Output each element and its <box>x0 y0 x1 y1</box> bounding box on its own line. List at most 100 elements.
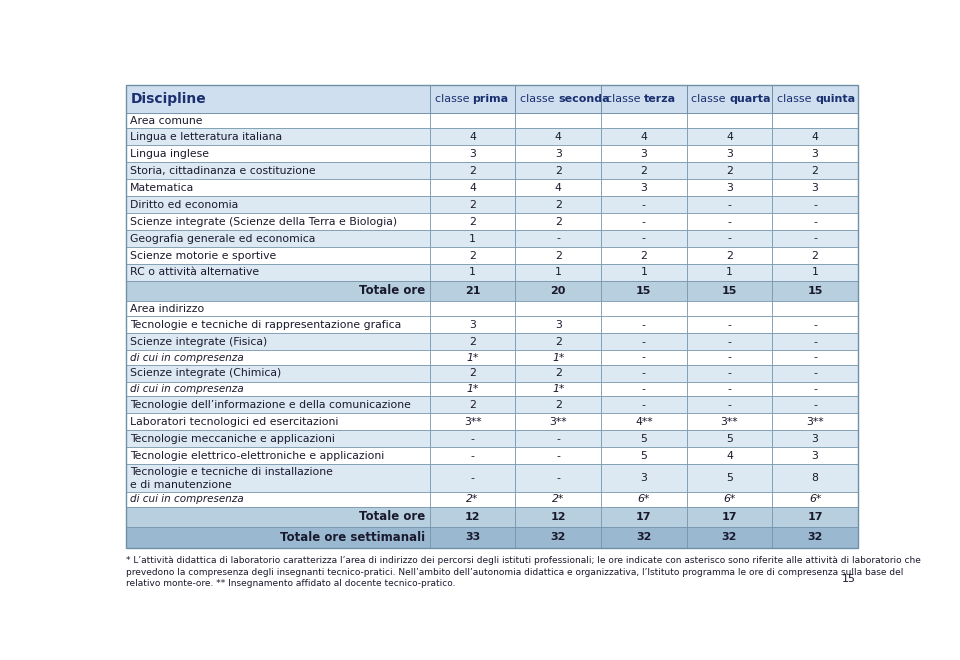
Bar <box>601 507 686 527</box>
Bar <box>686 365 772 381</box>
Text: 8: 8 <box>811 473 819 483</box>
Bar <box>516 145 601 162</box>
Bar <box>126 316 430 333</box>
Bar <box>516 301 601 316</box>
Bar <box>126 527 430 548</box>
Text: 4: 4 <box>640 132 647 142</box>
Text: quinta: quinta <box>815 94 855 104</box>
Text: 3: 3 <box>640 149 647 159</box>
Bar <box>126 301 430 316</box>
Bar <box>126 162 430 180</box>
Bar <box>516 492 601 507</box>
Text: Geografia generale ed economica: Geografia generale ed economica <box>130 234 316 244</box>
Text: Diritto ed economia: Diritto ed economia <box>130 200 238 210</box>
Text: 1*: 1* <box>552 384 564 394</box>
Bar <box>601 447 686 464</box>
Bar <box>430 145 516 162</box>
Text: -: - <box>728 234 732 244</box>
Bar <box>686 527 772 548</box>
Bar <box>430 430 516 447</box>
Text: terza: terza <box>644 94 676 104</box>
Text: 3: 3 <box>555 149 562 159</box>
Text: Scienze integrate (Scienze della Terra e Biologia): Scienze integrate (Scienze della Terra e… <box>130 216 397 226</box>
Bar <box>601 281 686 301</box>
Text: 2: 2 <box>555 200 562 210</box>
Bar <box>430 264 516 281</box>
Bar <box>772 113 858 129</box>
Bar <box>430 113 516 129</box>
Text: -: - <box>556 434 560 444</box>
Bar <box>126 413 430 430</box>
Text: 2*: 2* <box>467 494 479 504</box>
Bar <box>772 430 858 447</box>
Text: -: - <box>642 352 646 362</box>
Text: 2: 2 <box>555 400 562 410</box>
Bar <box>772 492 858 507</box>
Bar <box>686 413 772 430</box>
Bar <box>601 213 686 230</box>
Bar <box>772 180 858 196</box>
Bar <box>516 129 601 145</box>
Text: 3: 3 <box>640 473 647 483</box>
Bar <box>601 196 686 213</box>
Bar <box>430 196 516 213</box>
Text: classe: classe <box>606 94 644 104</box>
Bar <box>772 281 858 301</box>
Bar <box>772 145 858 162</box>
Bar <box>772 162 858 180</box>
Text: -: - <box>556 451 560 461</box>
Text: -: - <box>728 216 732 226</box>
Bar <box>516 85 601 113</box>
Text: -: - <box>642 384 646 394</box>
Bar <box>601 264 686 281</box>
Bar <box>686 430 772 447</box>
Bar <box>686 464 772 492</box>
Text: -: - <box>642 337 646 347</box>
Bar <box>601 316 686 333</box>
Text: -: - <box>813 384 817 394</box>
Text: -: - <box>470 473 474 483</box>
Bar <box>516 333 601 350</box>
Bar <box>772 85 858 113</box>
Text: 4: 4 <box>469 183 476 193</box>
Text: 2: 2 <box>555 251 562 261</box>
Text: 4: 4 <box>555 183 562 193</box>
Bar <box>601 180 686 196</box>
Text: 5: 5 <box>726 434 732 444</box>
Bar <box>772 129 858 145</box>
Bar <box>430 447 516 464</box>
Text: 3: 3 <box>811 183 819 193</box>
Bar <box>430 527 516 548</box>
Bar <box>686 333 772 350</box>
Text: Tecnologie dell’informazione e della comunicazione: Tecnologie dell’informazione e della com… <box>130 400 411 410</box>
Text: 2: 2 <box>811 251 819 261</box>
Bar <box>430 85 516 113</box>
Text: 2: 2 <box>469 337 476 347</box>
Bar <box>772 527 858 548</box>
Bar <box>126 230 430 247</box>
Text: Laboratori tecnologici ed esercitazioni: Laboratori tecnologici ed esercitazioni <box>130 417 339 427</box>
Text: Totale ore settimanali: Totale ore settimanali <box>280 531 425 544</box>
Bar <box>601 113 686 129</box>
Text: 4: 4 <box>726 451 732 461</box>
Text: 2*: 2* <box>552 494 564 504</box>
Text: -: - <box>728 400 732 410</box>
Text: Discipline: Discipline <box>131 92 206 106</box>
Text: 5: 5 <box>640 451 647 461</box>
Bar <box>430 333 516 350</box>
Bar <box>601 247 686 264</box>
Text: 6*: 6* <box>723 494 735 504</box>
Bar <box>516 381 601 397</box>
Text: -: - <box>556 234 560 244</box>
Bar <box>686 196 772 213</box>
Text: -: - <box>728 384 732 394</box>
Text: 15: 15 <box>722 286 737 296</box>
Text: Lingua e letteratura italiana: Lingua e letteratura italiana <box>130 132 282 142</box>
Text: 1: 1 <box>811 267 819 277</box>
Bar <box>126 365 430 381</box>
Bar <box>686 350 772 365</box>
Text: -: - <box>728 368 732 378</box>
Bar <box>516 464 601 492</box>
Bar <box>430 381 516 397</box>
Text: 2: 2 <box>640 166 647 176</box>
